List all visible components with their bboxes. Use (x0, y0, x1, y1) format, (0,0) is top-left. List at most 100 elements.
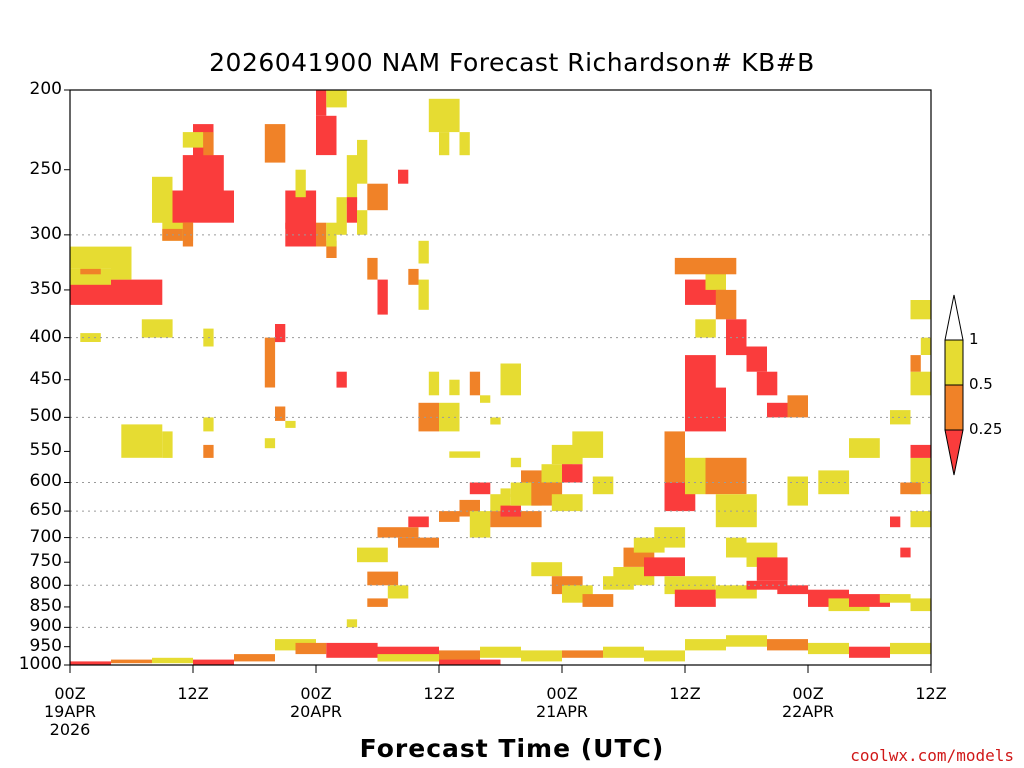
heatmap-cell (469, 371, 481, 396)
chart-title: 2026041900 NAM Forecast Richardson# KB#B (209, 48, 815, 77)
x-tick-label-line: 12Z (177, 684, 209, 703)
heatmap-cell (234, 654, 275, 662)
heatmap-cell (439, 132, 450, 156)
heatmap-cell (849, 646, 890, 658)
heatmap-cell (152, 657, 193, 664)
heatmap-cell (654, 527, 686, 548)
heatmap-cell (336, 197, 347, 235)
heatmap-cell (644, 650, 685, 662)
y-tick-label: 200 (29, 79, 62, 99)
heatmap-cell (562, 650, 603, 658)
heatmap-cell (418, 240, 429, 264)
heatmap-cell (746, 346, 767, 372)
heatmap-cell (705, 457, 747, 495)
x-tick-label-line: 00Z (54, 684, 86, 703)
heatmap-cell (685, 457, 706, 495)
heatmap-cell (111, 659, 152, 664)
heatmap-cell (879, 594, 911, 603)
heatmap-cell (685, 387, 726, 432)
heatmap-cell (193, 659, 234, 665)
y-tick-label: 700 (29, 526, 62, 547)
heatmap-cell (264, 124, 286, 163)
heatmap-cell (398, 537, 439, 548)
x-tick-label-line: 00Z (300, 684, 332, 703)
heatmap-cell (449, 451, 481, 458)
heatmap-cell (182, 132, 204, 148)
heatmap-cell (111, 252, 132, 280)
heatmap-cell (767, 402, 788, 418)
x-tick-label-line: 00Z (792, 684, 824, 703)
axis-ticks (64, 89, 932, 673)
legend-label-0-5: 0.5 (969, 375, 993, 393)
heatmap-cell (326, 90, 337, 108)
x-tick-label: 00Z 20APR (276, 685, 356, 721)
heatmap-cell (316, 115, 337, 156)
heatmap-cell (685, 639, 726, 651)
x-tick-label-line: 22APR (781, 702, 835, 721)
x-tick-label: 12Z (399, 685, 479, 703)
x-tick-label-line: 2026 (49, 720, 91, 739)
y-tick-label: 350 (29, 278, 62, 299)
heatmap-cell (357, 139, 368, 184)
heatmap-cell (469, 482, 491, 495)
plot-frame (69, 89, 932, 666)
y-tick-label: 600 (29, 471, 62, 492)
heatmap-cell (264, 337, 276, 388)
heatmap-cell (910, 444, 931, 458)
heatmap-cell (808, 642, 849, 655)
heatmap-cell (910, 371, 931, 396)
heatmap-cell (890, 516, 901, 528)
heatmap-cell (910, 355, 921, 372)
heatmap-cell (910, 300, 931, 320)
y-tick-label: 1000 (18, 654, 62, 674)
heatmap-cell (787, 395, 808, 418)
heatmap-cell (726, 635, 767, 647)
heatmap-cell (920, 337, 932, 355)
x-tick-label: 00Z 21APR (522, 685, 602, 721)
heatmap-cell (275, 324, 286, 343)
heatmap-cell (316, 222, 327, 247)
heatmap-cell (346, 155, 358, 204)
heatmap-cell (500, 505, 521, 517)
heatmap-cell (182, 222, 194, 247)
heatmap-cell (162, 431, 173, 458)
heatmap-cell (510, 457, 522, 468)
heatmap-cell (367, 183, 388, 211)
x-tick-label-line: 12Z (423, 684, 455, 703)
heatmap-cell (500, 488, 511, 498)
y-tick-label: 900 (29, 616, 62, 637)
heatmap-cell (439, 511, 460, 522)
heatmap-cell (767, 639, 808, 651)
source-credit[interactable]: coolwx.com/models (850, 746, 1014, 765)
heatmap-cell (890, 410, 911, 425)
heatmap-cell (592, 476, 614, 495)
legend (944, 294, 964, 476)
heatmap-cell (849, 438, 880, 458)
heatmap-cell (203, 417, 214, 432)
heatmap-cell (357, 547, 388, 563)
heatmap-cell (141, 319, 173, 338)
heatmap-cell (387, 585, 409, 599)
x-tick-label-line: 00Z (546, 684, 578, 703)
heatmap-cell (121, 424, 163, 458)
x-tick-label-line: 12Z (669, 684, 701, 703)
grid-layer (70, 234, 931, 628)
heatmap-cells (70, 90, 932, 665)
x-tick-label-line: 12Z (915, 684, 947, 703)
x-tick-label-line: 20APR (289, 702, 343, 721)
heatmap-cell (726, 537, 747, 558)
legend-label-0-25: 0.25 (969, 420, 1003, 438)
legend-swatch-orange (944, 384, 964, 431)
heatmap-cell (490, 417, 501, 425)
x-tick-label-line: 19APR (43, 702, 97, 721)
heatmap-cell (715, 289, 737, 320)
heatmap-cell (521, 650, 562, 662)
heatmap-cell (336, 371, 347, 388)
heatmap-cell (203, 132, 214, 156)
heatmap-cell (367, 257, 378, 280)
heatmap-cell (787, 476, 808, 506)
heatmap-cell (910, 511, 931, 528)
heatmap-cell (326, 240, 337, 258)
heatmap-cell (275, 406, 286, 421)
